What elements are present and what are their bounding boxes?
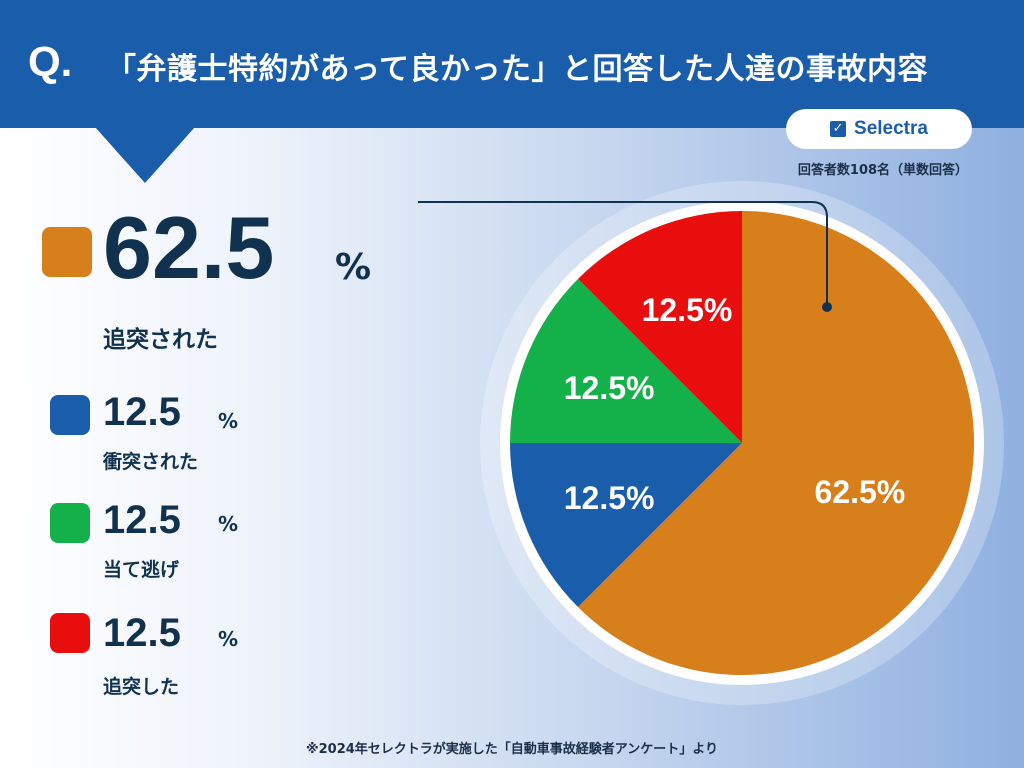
respondent-note: 回答者数108名（単数回答） <box>797 163 969 178</box>
header-banner <box>0 0 1024 128</box>
header-pointer <box>95 127 195 183</box>
check-box-icon: ✓ <box>830 121 847 137</box>
logo-text: Selectra <box>854 118 928 139</box>
source-footnote: ※2024年セレクトラが実施した「自動車事故経験者アンケート」より <box>305 742 719 757</box>
question-mark: Q. <box>28 38 73 85</box>
legend-swatch-main <box>42 227 92 277</box>
callout-dot <box>822 302 832 312</box>
legend-label-3: 追突した <box>103 676 180 698</box>
legend-swatch-2 <box>50 503 90 543</box>
legend-main-label: 追突された <box>103 327 218 353</box>
pie-slice-4 <box>577 211 742 443</box>
legend-unit-1: % <box>218 409 239 433</box>
pie-slice-1 <box>577 211 975 675</box>
legend-value-2: 12.5 <box>103 498 181 542</box>
legend-value-3: 12.5 <box>103 611 181 655</box>
pie-slice-3 <box>510 278 742 443</box>
callout-line <box>418 201 828 305</box>
legend-main-value: 62.5 <box>103 198 275 297</box>
legend-main-unit: % <box>335 247 372 288</box>
pie-label-1: 62.5% <box>815 474 906 510</box>
legend-swatch-3 <box>50 613 90 653</box>
page-title: 「弁護士特約があって良かった」と回答した人達の事故内容 <box>106 52 928 87</box>
pie-slice-2 <box>510 443 742 608</box>
selectra-logo: ✓ Selectra <box>786 109 972 149</box>
legend-label-1: 衝突された <box>103 451 199 473</box>
pie-label-3: 12.5% <box>564 370 655 406</box>
pie-label-2: 12.5% <box>564 480 655 516</box>
pie-label-4: 12.5% <box>642 292 733 328</box>
legend-label-2: 当て逃げ <box>103 559 180 581</box>
legend-value-1: 12.5 <box>103 390 181 434</box>
legend-unit-3: % <box>218 627 239 651</box>
legend-swatch-1 <box>50 395 90 435</box>
legend-unit-2: % <box>218 512 239 536</box>
